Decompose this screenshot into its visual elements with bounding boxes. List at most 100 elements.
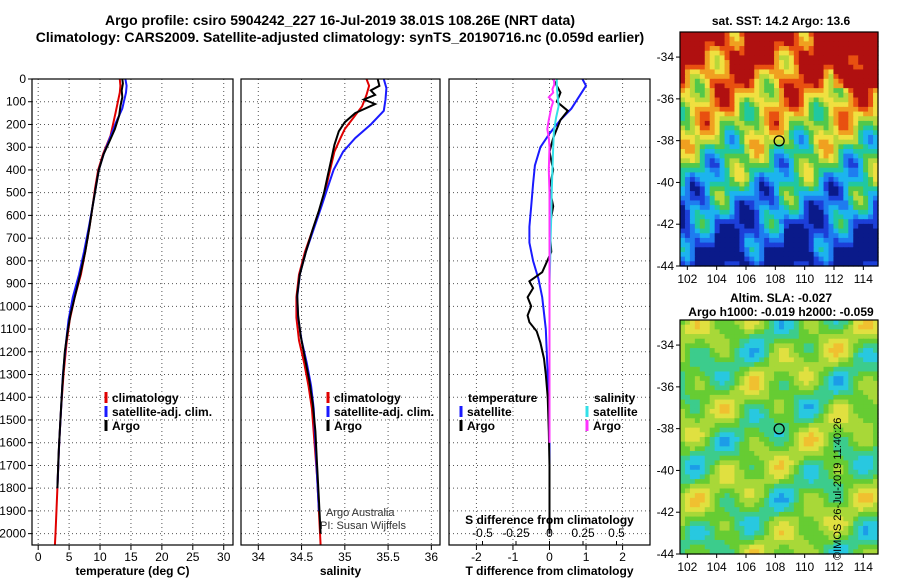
sst-cell [808, 102, 815, 108]
sst-cell [689, 172, 696, 178]
sst-cell [813, 74, 820, 80]
sla-cell [759, 376, 765, 382]
sst-cell [848, 74, 854, 80]
sst-cell [684, 125, 691, 131]
sla-cell [843, 441, 849, 447]
sst-cell [680, 32, 686, 38]
legend-label: Argo [334, 419, 362, 433]
sla-cell [863, 432, 869, 438]
sst-cell [694, 144, 701, 150]
sla-cell [689, 521, 696, 527]
sla-cell [848, 422, 854, 429]
sla-cell [724, 338, 731, 344]
sst-cell [709, 219, 716, 225]
sla-cell [754, 474, 760, 480]
sla-cell [764, 329, 770, 335]
sla-cell [823, 493, 830, 499]
sst-cell [694, 149, 701, 155]
sla-cell [719, 348, 726, 354]
sla-cell [754, 535, 760, 541]
sst-cell [734, 167, 740, 173]
sla-cell [868, 469, 874, 476]
sst-cell [863, 181, 869, 188]
sst-cell [680, 60, 686, 66]
sla-cell [694, 535, 701, 541]
sla-cell [744, 324, 750, 330]
series-line-argo [526, 78, 570, 534]
sla-cell [754, 394, 760, 401]
sla-cell [863, 343, 869, 349]
sst-cell [858, 223, 864, 230]
sla-cell [759, 507, 765, 513]
sla-cell [823, 352, 830, 359]
sst-cell [798, 32, 805, 38]
sla-cell [744, 366, 750, 373]
sst-cell [734, 200, 740, 206]
sst-cell [694, 60, 701, 66]
sla-cell [818, 404, 825, 410]
sla-cell [709, 371, 716, 377]
sst-cell [779, 102, 785, 108]
sla-cell [694, 352, 701, 359]
sla-cell [764, 493, 770, 499]
sla-cell [774, 376, 780, 382]
sst-cell [808, 149, 815, 155]
sst-cell [724, 130, 731, 136]
sla-map: 102 104 106 108 110 112 114-34-36-38-40-42-44 [657, 319, 879, 574]
sla-cell [769, 320, 775, 326]
sst-cell [798, 149, 805, 155]
sla-cell [739, 343, 745, 349]
sla-cell [838, 483, 844, 490]
sst-cell [769, 237, 775, 244]
sla-cell [754, 427, 760, 433]
sst-cell [754, 167, 760, 173]
sst-cell [873, 209, 879, 216]
sla-cell [813, 380, 820, 387]
sla-cell [813, 418, 820, 424]
sla-cell [754, 488, 760, 494]
sla-cell [823, 539, 830, 546]
sst-cell [684, 106, 691, 113]
sla-cell [843, 437, 849, 443]
sst-cell [684, 237, 691, 244]
sst-cell [709, 106, 716, 113]
sst-cell [783, 223, 790, 230]
plot-frame [240, 78, 441, 546]
sst-cell [714, 233, 721, 239]
sla-cell [704, 362, 711, 368]
sla-cell [749, 390, 755, 396]
sst-cell [868, 163, 874, 169]
sst-cell [729, 111, 736, 117]
sst-cell [868, 200, 874, 206]
sst-cell [764, 74, 770, 80]
sla-cell [863, 483, 869, 490]
sst-cell [689, 60, 696, 66]
sla-cell [704, 357, 711, 363]
sst-cell [823, 144, 830, 150]
sla-cell [684, 469, 691, 476]
sst-cell [858, 205, 864, 211]
sla-cell [694, 422, 701, 429]
sla-cell [774, 357, 780, 363]
sst-cell [823, 106, 830, 113]
sla-cell [719, 432, 726, 438]
sla-cell [783, 348, 790, 354]
sla-cell [783, 385, 790, 391]
sst-cell [694, 50, 701, 56]
sla-cell [783, 446, 790, 452]
sla-cell [838, 525, 844, 532]
sla-cell [684, 465, 691, 471]
sst-cell [724, 144, 731, 150]
sla-cell [759, 549, 765, 555]
sla-cell [724, 483, 731, 490]
sst-cell [823, 139, 830, 145]
sla-cell [684, 352, 691, 359]
sla-cell [714, 348, 721, 354]
sla-cell [754, 329, 760, 335]
legend-label: Argo [467, 419, 495, 433]
sst-cell [833, 172, 839, 178]
sla-cell [754, 418, 760, 424]
sla-cell [823, 465, 830, 471]
sla-cell [798, 549, 805, 555]
sla-cell [843, 525, 849, 532]
